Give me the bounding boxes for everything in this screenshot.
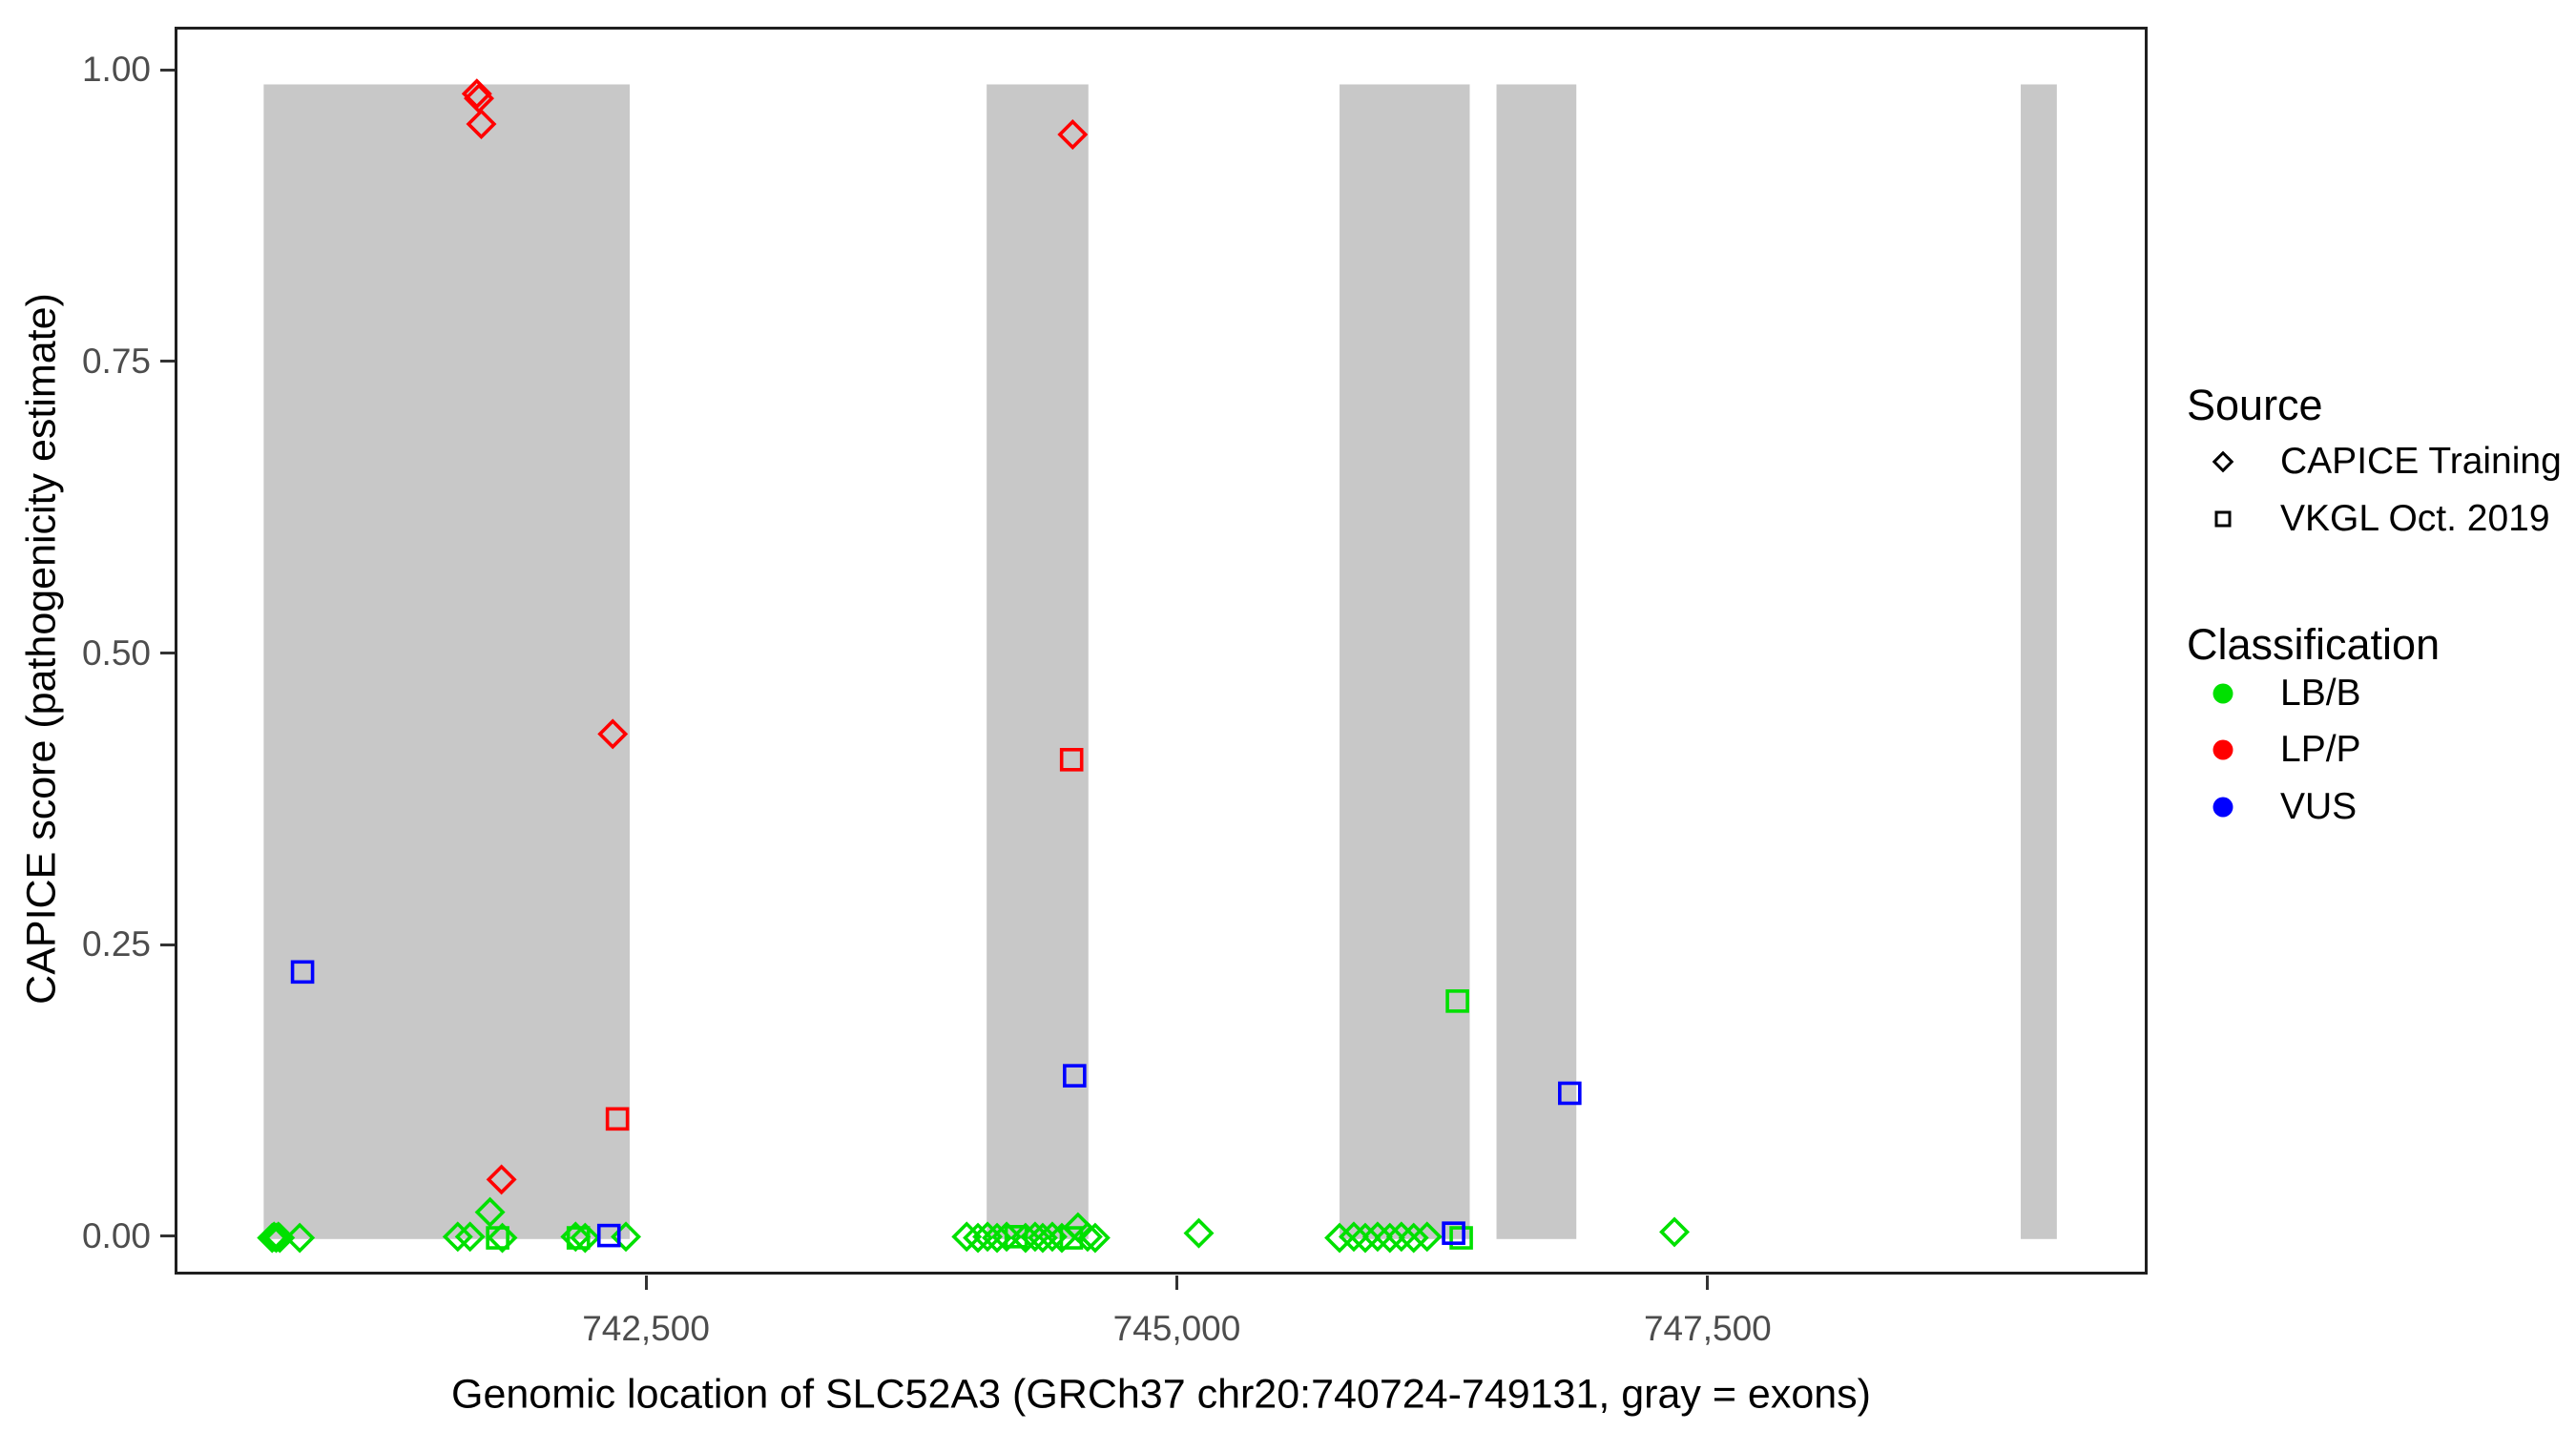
green-dot-icon <box>2198 669 2248 718</box>
legend-item-vus: VUS <box>2198 778 2357 836</box>
data-point-diamond <box>464 83 495 114</box>
diamond-key-icon <box>2198 437 2248 487</box>
legend-item-capice-training: CAPICE Training <box>2198 433 2562 490</box>
legend-item-label: LB/B <box>2280 673 2361 714</box>
data-point-square <box>596 1223 621 1248</box>
exon-rect <box>1340 84 1470 1239</box>
y-tick-mark <box>160 360 175 363</box>
legend-item-lpp: LP/P <box>2198 721 2361 778</box>
data-point-square <box>1449 1226 1473 1250</box>
red-dot-icon <box>2198 725 2248 775</box>
x-tick-label: 745,000 <box>1112 1309 1241 1348</box>
data-point-diamond <box>597 718 629 750</box>
y-tick-label: 0.25 <box>81 924 151 964</box>
legend: Source CAPICE Training VKGL Oct. 2019 Cl… <box>2185 0 2576 1431</box>
legend-item-label: VKGL Oct. 2019 <box>2280 498 2550 539</box>
data-point-diamond <box>454 1221 486 1253</box>
legend-item-label: CAPICE Training <box>2280 441 2562 482</box>
y-tick-mark <box>160 68 175 72</box>
data-point-square <box>486 1226 509 1250</box>
y-tick-mark <box>160 943 175 946</box>
x-tick-label: 747,500 <box>1643 1309 1772 1348</box>
legend-source-title: Source <box>2187 381 2323 429</box>
data-point-diamond <box>1019 1221 1050 1253</box>
data-point-diamond <box>570 1222 601 1254</box>
data-point-square <box>1558 1081 1582 1106</box>
exon-rect <box>1496 84 1577 1239</box>
data-point-square <box>1004 1225 1028 1249</box>
data-point-diamond <box>991 1221 1023 1253</box>
legend-item-label: VUS <box>2280 786 2358 827</box>
data-point-square <box>1063 1064 1087 1088</box>
square-key-icon <box>2198 494 2248 544</box>
legend-item-vkgl: VKGL Oct. 2019 <box>2198 490 2550 548</box>
y-tick-label: 0.00 <box>81 1215 151 1255</box>
x-axis-title: Genomic location of SLC52A3 (GRCh37 chr2… <box>451 1371 1871 1418</box>
data-point-diamond <box>466 109 497 140</box>
plot-svg <box>257 78 2057 1254</box>
plot-panel <box>175 27 2148 1275</box>
data-point-diamond <box>1659 1216 1691 1248</box>
x-tick-mark <box>1174 1275 1178 1290</box>
x-tick-label: 742,500 <box>582 1309 710 1348</box>
data-point-square <box>1445 989 1469 1013</box>
y-tick-mark <box>160 652 175 654</box>
data-point-diamond <box>264 1222 296 1254</box>
data-point-square <box>605 1107 630 1131</box>
y-tick-label: 0.75 <box>81 341 151 381</box>
data-point-diamond <box>284 1222 316 1254</box>
exon-rect <box>987 84 1089 1239</box>
data-point-diamond <box>1079 1222 1111 1254</box>
data-point-diamond <box>486 1164 517 1195</box>
data-point-square <box>1059 1226 1084 1250</box>
data-point-square <box>1442 1221 1465 1245</box>
y-tick-label: 0.50 <box>81 633 151 673</box>
data-point-square <box>1059 748 1084 772</box>
legend-classification-title: Classification <box>2187 620 2441 669</box>
exon-rect <box>2021 84 2057 1239</box>
blue-dot-icon <box>2198 782 2248 832</box>
y-axis-title: CAPICE score (pathogenicity estimate) <box>18 293 65 1005</box>
x-tick-mark <box>644 1275 648 1290</box>
y-tick-label: 1.00 <box>81 50 151 90</box>
legend-item-lbb: LB/B <box>2198 665 2361 722</box>
data-point-diamond <box>474 1196 506 1228</box>
data-point-diamond <box>1057 119 1089 151</box>
data-point-diamond <box>1183 1217 1215 1249</box>
data-point-diamond <box>461 78 492 110</box>
legend-item-label: LP/P <box>2280 729 2361 770</box>
data-point-diamond <box>1411 1221 1443 1253</box>
y-tick-mark <box>160 1234 175 1238</box>
x-tick-mark <box>1706 1275 1710 1290</box>
data-point-square <box>566 1226 591 1250</box>
exon-rect <box>263 84 631 1239</box>
data-point-square <box>290 960 315 985</box>
